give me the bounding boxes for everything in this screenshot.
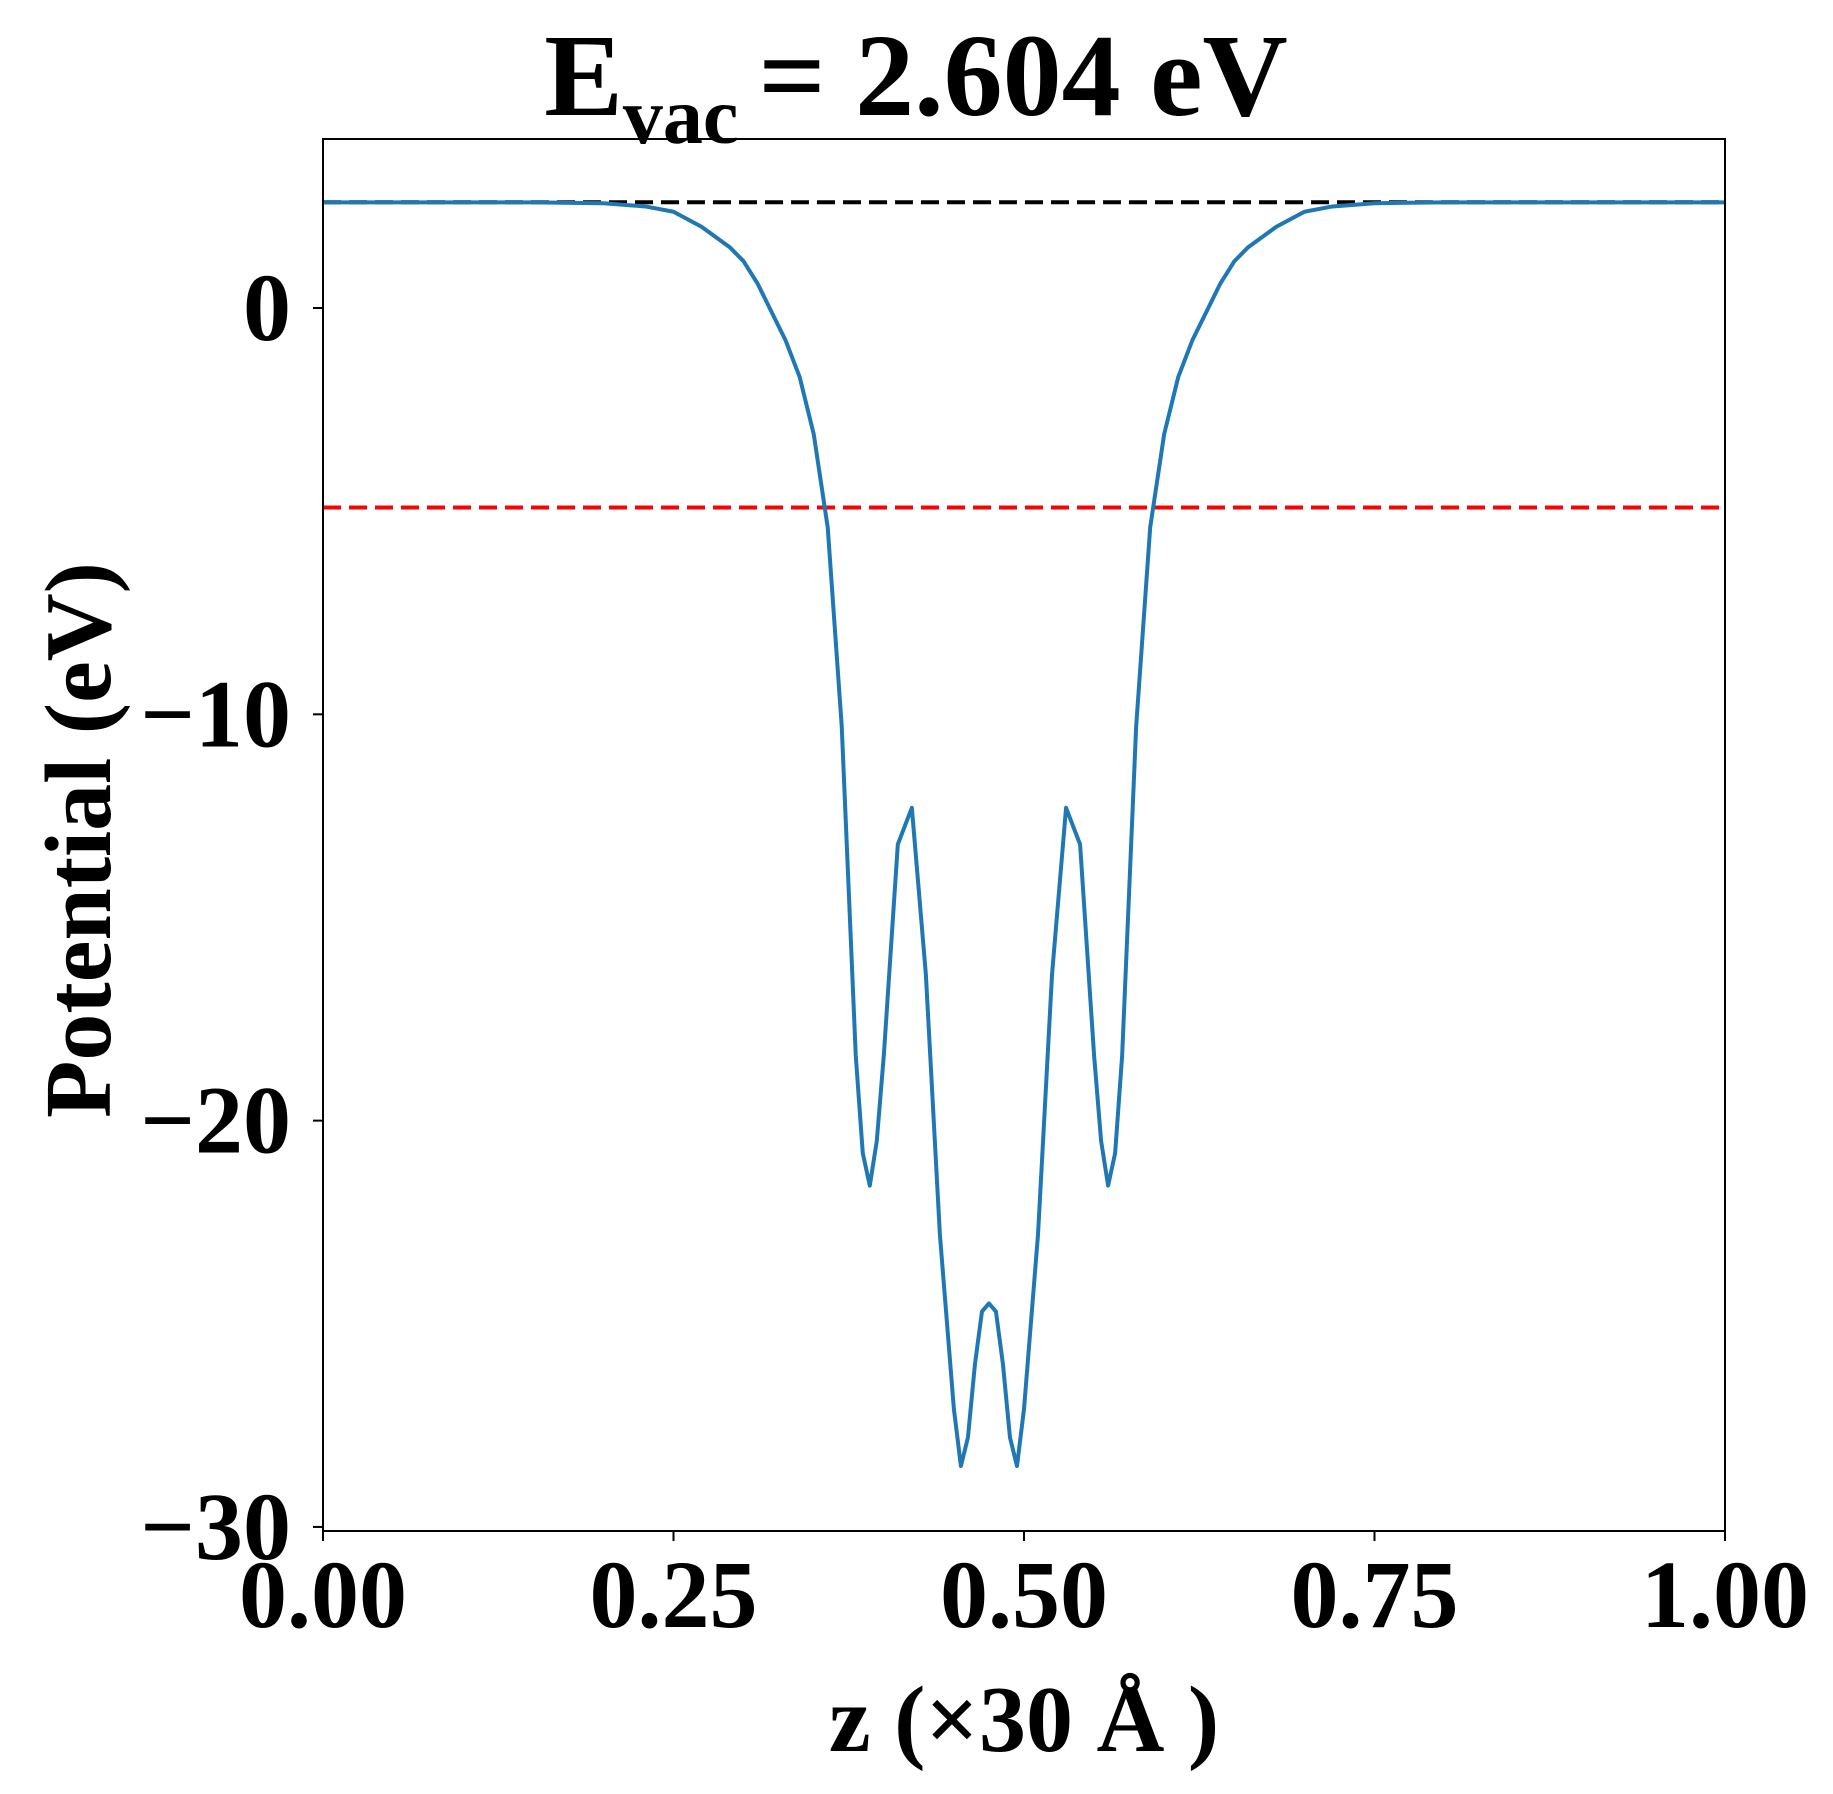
title-rest: = 2.604 eV <box>758 10 1287 141</box>
y-tick-label: 0 <box>243 254 291 361</box>
plot-frame <box>322 138 1726 1532</box>
x-tick-label: 0.50 <box>940 1541 1108 1648</box>
y-tick-label: −10 <box>140 660 291 767</box>
x-tick-label: 1.00 <box>1641 1541 1809 1648</box>
x-tick-label: 0.25 <box>590 1541 758 1648</box>
x-axis-label: z (×30 Å ) <box>829 1668 1219 1772</box>
y-tick-label: −30 <box>140 1473 291 1580</box>
title-sub: vac <box>623 73 739 161</box>
x-tick-label: 0.00 <box>239 1541 407 1648</box>
line-series <box>323 200 1725 1468</box>
y-axis-label: Potential (eV) <box>27 562 131 1118</box>
x-tick-label: 0.75 <box>1291 1541 1459 1648</box>
y-tick-label: −20 <box>140 1067 291 1174</box>
title-main: E <box>544 10 623 141</box>
chart-title: Evac = 2.604 eV <box>544 10 1288 161</box>
